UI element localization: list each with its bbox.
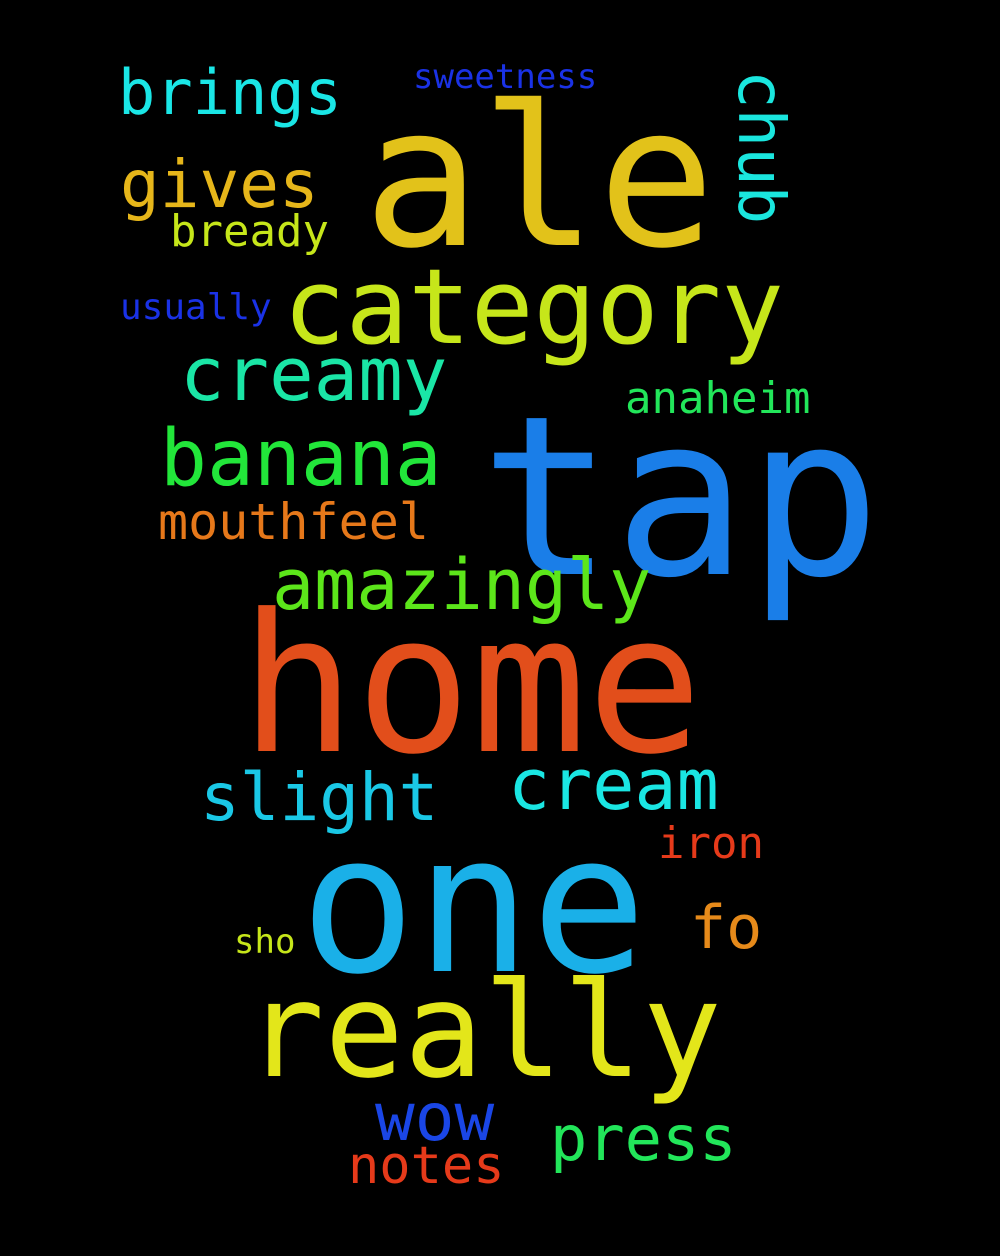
word-tap: tap [480, 369, 881, 627]
word-amazingly: amazingly [272, 544, 652, 626]
word-sweetness: sweetness [413, 57, 598, 97]
word-category: category [283, 246, 784, 368]
word-press: press [550, 1102, 737, 1175]
word-notes: notes [348, 1136, 505, 1196]
word-sho: sho [234, 922, 296, 962]
word-usually: usually [120, 287, 272, 328]
word-iron: iron [658, 818, 764, 869]
word-one: one [300, 794, 647, 1017]
word-really: really [245, 954, 722, 1108]
word-home: home [240, 574, 703, 797]
word-gives: gives [120, 146, 319, 223]
word-anaheim: anaheim [625, 373, 811, 424]
word-banana: banana [160, 414, 442, 504]
word-wow: wow [375, 1079, 495, 1156]
word-mouthfeel: mouthfeel [158, 493, 429, 551]
word-fo: fo [690, 893, 763, 963]
word-brings: brings [118, 56, 342, 129]
word-cream: cream [508, 744, 719, 826]
word-ale: ale [363, 64, 716, 291]
word-creamy: creamy [180, 332, 448, 418]
word-chub: chub [723, 70, 797, 225]
word-bready: bready [170, 206, 329, 257]
word-slight: slight [200, 759, 439, 836]
